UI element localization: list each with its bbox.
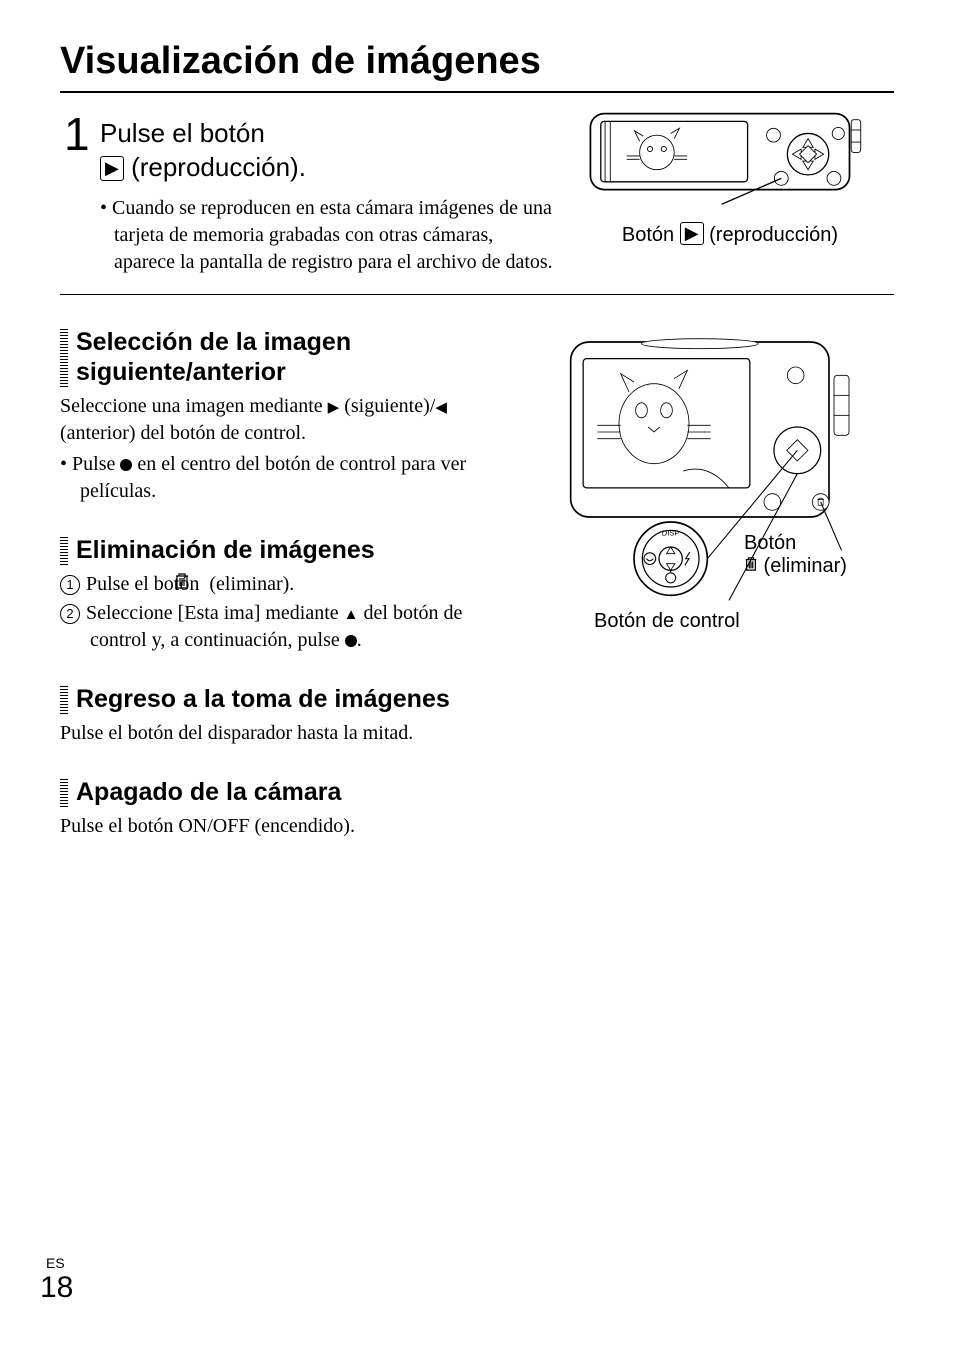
- fig2-eliminar-text: (eliminar): [758, 555, 847, 577]
- heading-bar-icon-2: [60, 535, 68, 565]
- section-select-title: Selección de la imagen siguiente/anterio…: [76, 327, 514, 387]
- left-arrow-icon: [435, 395, 447, 417]
- section-select-body: Seleccione una imagen mediante (siguient…: [60, 393, 514, 447]
- del-item-1: 1Pulse el botón (eliminar).: [60, 571, 514, 598]
- fig1-suffix: (reproducción): [704, 224, 839, 246]
- playback-icon-2: ▶: [680, 222, 704, 245]
- section-return-body: Pulse el botón del disparador hasta la m…: [60, 720, 514, 747]
- footer-page-number: 18: [40, 1271, 73, 1304]
- section-delete-title: Eliminación de imágenes: [76, 535, 375, 565]
- center-dot-icon-2: [345, 635, 357, 647]
- section-return-title: Regreso a la toma de imágenes: [76, 684, 450, 714]
- step-bullets: Cuando se reproducen en esta cámara imág…: [100, 195, 554, 276]
- sel-b-post: en el centro del botón de control para v…: [80, 453, 466, 502]
- heading-bar-icon-3: [60, 684, 68, 714]
- sel-body-pre: Seleccione una imagen mediante: [60, 395, 328, 417]
- del2-post: .: [357, 629, 362, 651]
- section-off-body: Pulse el botón ON/OFF (encendido).: [60, 813, 514, 840]
- circled-2-icon: 2: [60, 604, 80, 624]
- step-bullet-1: Cuando se reproducen en esta cámara imág…: [100, 195, 554, 276]
- heading-bar-icon-4: [60, 777, 68, 807]
- circled-1-icon: 1: [60, 575, 80, 595]
- section-delete-list: 1Pulse el botón (eliminar). 2 Seleccione …: [60, 571, 514, 654]
- fig2-eliminar: (eliminar): [744, 555, 894, 578]
- disp-label: DISP: [662, 528, 680, 537]
- del-item-2: 2Seleccione [Esta ima] mediante del botó…: [60, 600, 514, 654]
- figure-1-caption: Botón ▶ (reproducción): [566, 222, 894, 247]
- figure-1: Botón ▶ (reproducción): [554, 111, 894, 247]
- sel-body-mid2: (anterior) del botón de control.: [60, 422, 306, 444]
- section-select-bullets: Pulse en el centro del botón de control …: [60, 451, 514, 505]
- step-line1: Pulse el botón: [100, 118, 265, 148]
- step-text: Pulse el botón ▶ (reproducción). Cuando …: [100, 111, 554, 276]
- step-heading: Pulse el botón ▶ (reproducción).: [100, 117, 554, 185]
- sel-body-mid1: (siguiente)/: [339, 395, 435, 417]
- right-arrow-icon: [328, 395, 340, 417]
- trash-icon-2: [744, 555, 758, 578]
- heading-bar-icon: [60, 327, 68, 387]
- section-return-heading: Regreso a la toma de imágenes: [60, 684, 514, 714]
- section-select-heading: Selección de la imagen siguiente/anterio…: [60, 327, 514, 387]
- del2-pre: Seleccione [Esta ima] mediante: [86, 602, 344, 624]
- page-footer: ES 18: [40, 1255, 73, 1305]
- center-dot-icon: [120, 459, 132, 471]
- footer-lang: ES: [46, 1255, 73, 1271]
- section-delete-heading: Eliminación de imágenes: [60, 535, 514, 565]
- step-number: 1: [60, 111, 100, 157]
- camera-top-illustration: [566, 111, 886, 206]
- step-line2-suffix: (reproducción).: [124, 152, 306, 182]
- playback-icon: ▶: [100, 156, 124, 181]
- up-arrow-icon: [344, 602, 359, 624]
- fig2-boton: Botón: [744, 532, 894, 555]
- section-off-title: Apagado de la cámara: [76, 777, 341, 807]
- page-title: Visualización de imágenes: [60, 40, 894, 93]
- left-column: Selección de la imagen siguiente/anterio…: [60, 317, 534, 840]
- del1-post: (eliminar).: [204, 573, 294, 595]
- sel-b-pre: Pulse: [72, 453, 120, 475]
- step-1-row: 1 Pulse el botón ▶ (reproducción). Cuand…: [60, 103, 894, 295]
- section-off-heading: Apagado de la cámara: [60, 777, 514, 807]
- fig1-prefix: Botón: [622, 224, 680, 246]
- fig2-delete-label: Botón (eliminar): [744, 532, 894, 578]
- right-column: DISP Botón (eliminar) Botón de control: [534, 317, 894, 840]
- sel-bullet-1: Pulse en el centro del botón de control …: [60, 451, 514, 505]
